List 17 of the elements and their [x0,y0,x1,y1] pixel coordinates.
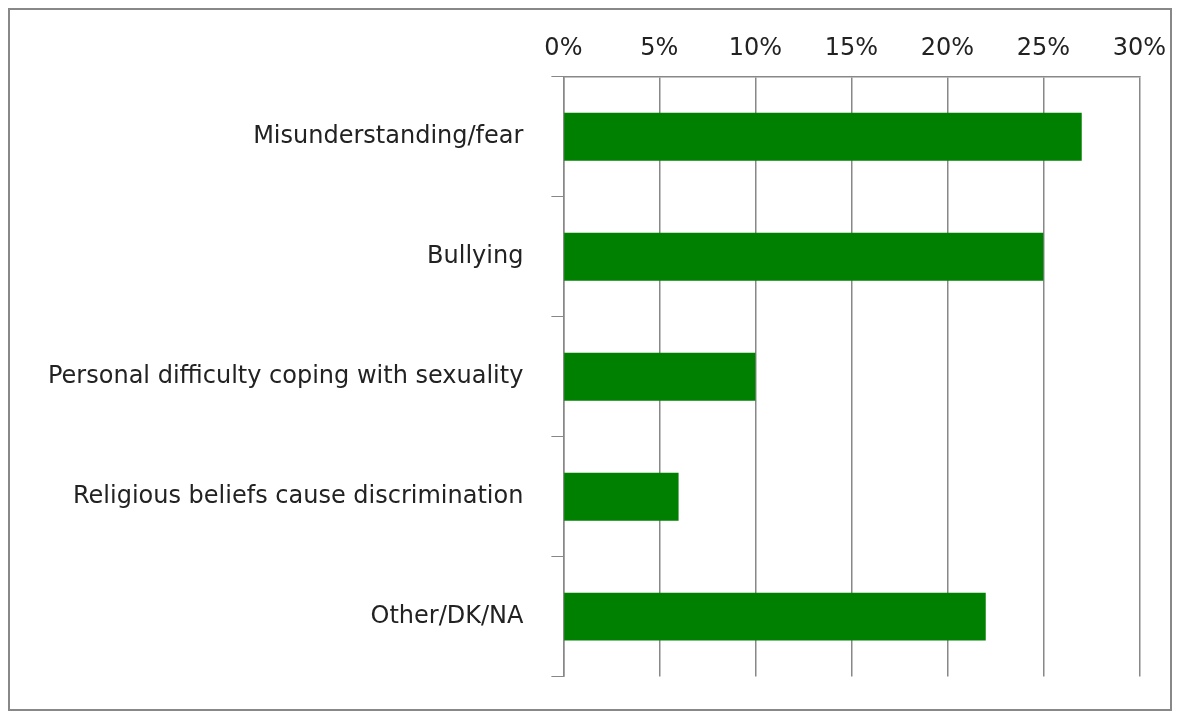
x-tick-label: 30% [1112,32,1166,61]
y-tick-label: Religious beliefs cause discrimination [72,480,524,509]
x-tick-label: 5% [640,32,679,61]
y-tick-label: Bullying [427,240,524,269]
bar [564,592,986,641]
bar [564,112,1082,161]
x-tick-label: 25% [1016,32,1071,61]
bar [564,352,756,401]
y-tick-label: Personal difficulty coping with sexuality [47,360,524,389]
bar [564,472,679,521]
x-tick-label: 15% [824,32,879,61]
y-tick-label: Other/DK/NA [370,600,524,629]
x-tick-label: 0% [544,32,583,61]
y-tick-label: Misunderstanding/fear [253,121,524,150]
bar [564,232,1044,281]
x-tick-label: 10% [728,32,783,61]
x-tick-label: 20% [920,32,975,61]
